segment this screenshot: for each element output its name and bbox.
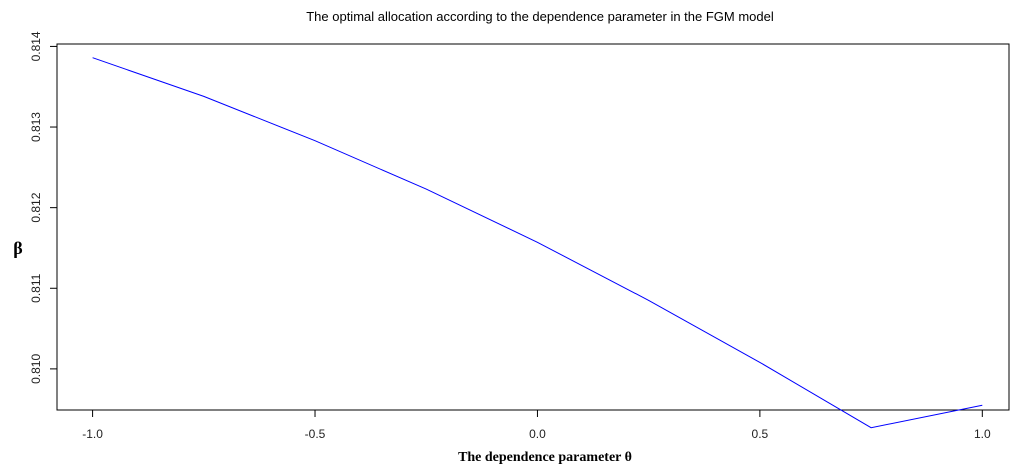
y-tick-label: 0.814	[29, 31, 43, 61]
chart-title: The optimal allocation according to the …	[306, 9, 774, 24]
plot-frame	[56, 43, 1010, 411]
x-tick-label: 0.5	[752, 427, 769, 441]
y-axis: 0.810 0.811 0.812 0.813 0.814	[29, 31, 57, 384]
y-tick-label: 0.810	[29, 354, 43, 384]
series-group	[92, 57, 983, 429]
x-axis: -1.0 -0.5 0.0 0.5 1.0	[82, 410, 991, 441]
x-tick-label: 0.0	[529, 427, 546, 441]
x-tick-label: -1.0	[82, 427, 103, 441]
x-axis-label: The dependence parameter θ	[458, 450, 632, 465]
y-tick-label: 0.811	[29, 273, 43, 302]
y-tick-label: 0.813	[29, 112, 43, 142]
y-tick-label: 0.812	[29, 192, 43, 222]
x-tick-label: 1.0	[974, 427, 991, 441]
series-line	[92, 57, 983, 429]
x-tick-label: -0.5	[305, 427, 326, 441]
y-axis-label: β	[13, 238, 22, 258]
